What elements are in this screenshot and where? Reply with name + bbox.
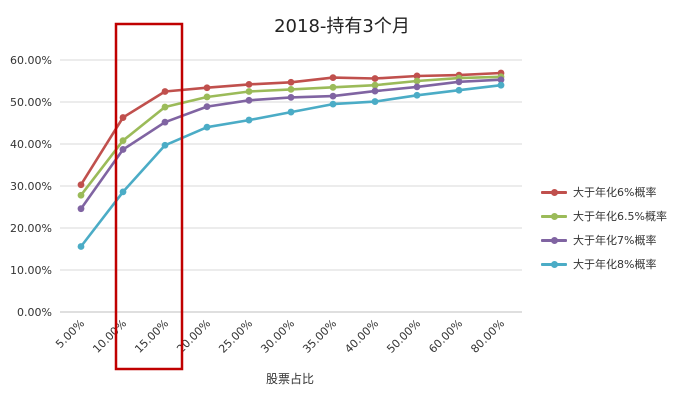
legend-label: 大于年化6%概率: [573, 186, 657, 199]
data-point: [161, 118, 169, 126]
x-tick-label: 25.00%: [216, 317, 255, 356]
data-point: [203, 93, 211, 101]
x-tick-label: 35.00%: [300, 317, 339, 356]
data-point: [287, 78, 295, 86]
y-tick-label: 20.00%: [10, 222, 52, 235]
legend-item: 大于年化7%概率: [541, 228, 681, 252]
data-point: [77, 191, 85, 199]
data-point: [245, 96, 253, 104]
data-point: [203, 103, 211, 111]
legend-item: 大于年化6%概率: [541, 180, 681, 204]
data-point: [413, 91, 421, 99]
data-point: [329, 92, 337, 100]
x-tick-label: 10.00%: [90, 317, 129, 356]
y-tick-label: 10.00%: [10, 264, 52, 277]
legend: 大于年化6%概率 大于年化6.5%概率 大于年化7%概率 大于年化8%概率: [541, 180, 681, 276]
legend-swatch: [541, 185, 571, 199]
y-tick-label: 0.00%: [17, 306, 52, 319]
data-point: [119, 114, 127, 121]
data-point: [413, 77, 421, 85]
data-point: [77, 205, 85, 213]
data-point: [371, 81, 379, 89]
data-point: [245, 80, 253, 88]
y-tick-label: 50.00%: [10, 96, 52, 109]
data-point: [119, 137, 127, 145]
legend-swatch: [541, 257, 571, 271]
x-tick-label: 60.00%: [426, 317, 465, 356]
data-point: [329, 100, 337, 108]
data-point: [371, 87, 379, 95]
series-4: [77, 81, 505, 250]
data-point: [203, 123, 211, 131]
legend-label: 大于年化6.5%概率: [573, 210, 667, 223]
legend-label: 大于年化7%概率: [573, 234, 657, 247]
data-point: [119, 188, 127, 196]
y-tick-label: 30.00%: [10, 180, 52, 193]
series-3: [77, 76, 505, 213]
data-point: [329, 74, 337, 82]
data-point: [119, 146, 127, 153]
data-point: [413, 83, 421, 91]
data-point: [497, 81, 505, 89]
data-point: [161, 141, 169, 149]
chart-title: 2018-持有3个月: [274, 16, 410, 37]
data-point: [161, 88, 169, 95]
x-tick-label: 50.00%: [384, 317, 423, 356]
legend-item: 大于年化6.5%概率: [541, 204, 681, 228]
x-tick-label: 40.00%: [342, 317, 381, 356]
series-2: [77, 73, 505, 199]
data-point: [371, 98, 379, 105]
y-tick-label: 40.00%: [10, 138, 52, 151]
data-point: [161, 103, 169, 111]
data-point: [245, 116, 253, 124]
x-tick-label: 30.00%: [258, 317, 297, 356]
data-point: [329, 83, 337, 91]
data-point: [287, 108, 295, 116]
legend-swatch: [541, 233, 571, 247]
x-tick-label: 15.00%: [132, 317, 171, 356]
data-point: [245, 88, 253, 95]
data-point: [455, 86, 463, 94]
data-point: [413, 72, 421, 80]
x-tick-label: 5.00%: [53, 317, 87, 351]
legend-swatch: [541, 209, 571, 223]
data-point: [203, 84, 211, 92]
data-point: [497, 76, 505, 84]
x-tick-label: 80.00%: [468, 317, 507, 356]
x-axis-label: 股票占比: [265, 372, 314, 386]
data-point: [455, 78, 463, 86]
y-tick-label: 60.00%: [10, 54, 52, 67]
legend-label: 大于年化8%概率: [573, 258, 657, 271]
data-point: [287, 86, 295, 93]
data-point: [77, 243, 85, 250]
x-tick-label: 20.00%: [174, 317, 213, 356]
legend-item: 大于年化8%概率: [541, 252, 681, 276]
highlight-box: [114, 22, 184, 371]
data-point: [77, 181, 85, 189]
data-point: [371, 75, 379, 82]
data-point: [287, 93, 295, 101]
